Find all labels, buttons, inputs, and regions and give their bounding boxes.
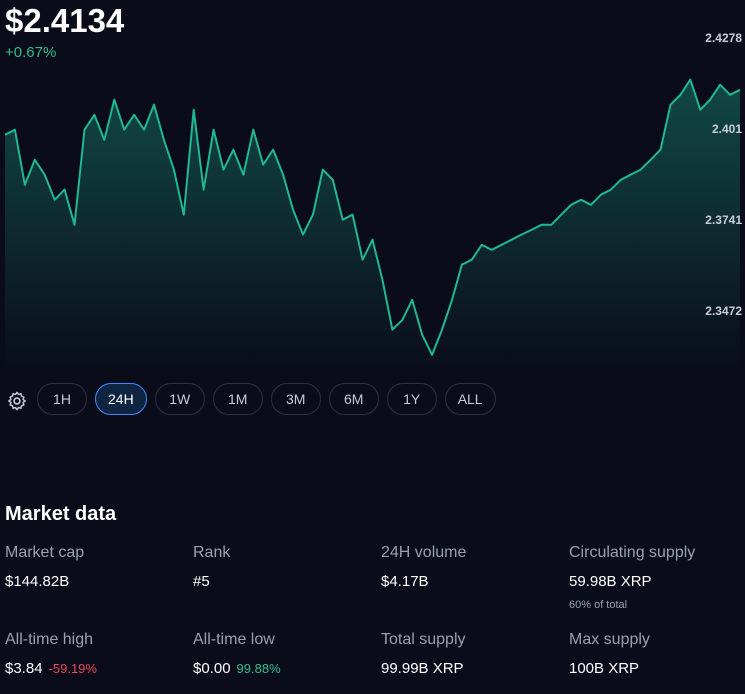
range-button[interactable]: 1M bbox=[212, 383, 263, 415]
range-button[interactable]: 24H bbox=[95, 383, 147, 415]
y-tick-label: 2.401 bbox=[712, 122, 742, 136]
range-selector: 1H 24H 1W 1M 3M 6M 1Y ALL bbox=[37, 383, 496, 415]
range-button[interactable]: 1Y bbox=[386, 383, 437, 415]
stat-value-row: $4.17B bbox=[381, 573, 566, 590]
stat-value: 100B XRP bbox=[569, 660, 640, 677]
range-button[interactable]: ALL bbox=[444, 383, 496, 415]
y-tick-label: 2.3741 bbox=[705, 213, 742, 227]
stat-value-row: $3.84 -59.19% bbox=[5, 660, 190, 677]
stat-value-row: $0.00 99.88% bbox=[193, 660, 378, 677]
stat-value: $4.17B bbox=[381, 573, 429, 590]
stat-label: All-time low bbox=[193, 631, 275, 648]
y-tick-label: 2.3472 bbox=[705, 304, 742, 318]
stat-label: Total supply bbox=[381, 631, 466, 648]
stat-value-row: $144.82B bbox=[5, 573, 190, 590]
stat-value: 59.98B XRP bbox=[569, 573, 652, 590]
stat: Max supply 100B XRP bbox=[569, 631, 745, 677]
stat-value-row: 100B XRP bbox=[569, 660, 745, 677]
stat-value-row: #5 bbox=[193, 573, 378, 590]
stat: Rank #5 bbox=[193, 544, 378, 590]
area bbox=[5, 79, 740, 370]
stat-label: Market cap bbox=[5, 544, 85, 561]
price-change: +0.67% bbox=[5, 44, 57, 61]
stat-value: $0.00 bbox=[193, 660, 231, 677]
stat-value: $144.82B bbox=[5, 573, 70, 590]
stat-label: Circulating supply bbox=[569, 544, 696, 561]
price-chart: 2.4278 2.401 2.3741 2.3472 bbox=[4, 31, 742, 370]
stat: All-time high $3.84 -59.19% bbox=[5, 631, 190, 677]
stat-value-row: 59.98B XRP bbox=[569, 573, 745, 590]
section-title: Market data bbox=[5, 503, 117, 525]
price-line bbox=[4, 78, 741, 356]
stat-note: 60% of total bbox=[569, 599, 628, 611]
range-button[interactable]: 1W bbox=[154, 383, 205, 415]
stat-label: Max supply bbox=[569, 631, 650, 648]
stat-change: -59.19% bbox=[48, 661, 97, 676]
stat-value: 99.99B XRP bbox=[381, 660, 464, 677]
stat-value: $3.84 bbox=[5, 660, 43, 677]
price: $2.4134 bbox=[5, 2, 125, 39]
stat-change: 99.88% bbox=[236, 661, 281, 676]
stat-label: 24H volume bbox=[381, 544, 467, 561]
stat: 24H volume $4.17B bbox=[381, 544, 566, 590]
range-button[interactable]: 6M bbox=[328, 383, 379, 415]
stat-value: #5 bbox=[193, 573, 210, 590]
settings-icon[interactable] bbox=[6, 390, 28, 412]
stat: Total supply 99.99B XRP bbox=[381, 631, 566, 677]
stat-label: All-time high bbox=[5, 631, 94, 648]
stat: All-time low $0.00 99.88% bbox=[193, 631, 378, 677]
y-tick-label: 2.4278 bbox=[705, 31, 742, 45]
stat-value-row: 99.99B XRP bbox=[381, 660, 566, 677]
range-button[interactable]: 1H bbox=[37, 383, 87, 415]
range-button[interactable]: 3M bbox=[270, 383, 321, 415]
stat: Market cap $144.82B bbox=[5, 544, 190, 590]
stat-label: Rank bbox=[193, 544, 231, 561]
stat: Circulating supply 59.98B XRP 60% of total bbox=[569, 544, 745, 611]
